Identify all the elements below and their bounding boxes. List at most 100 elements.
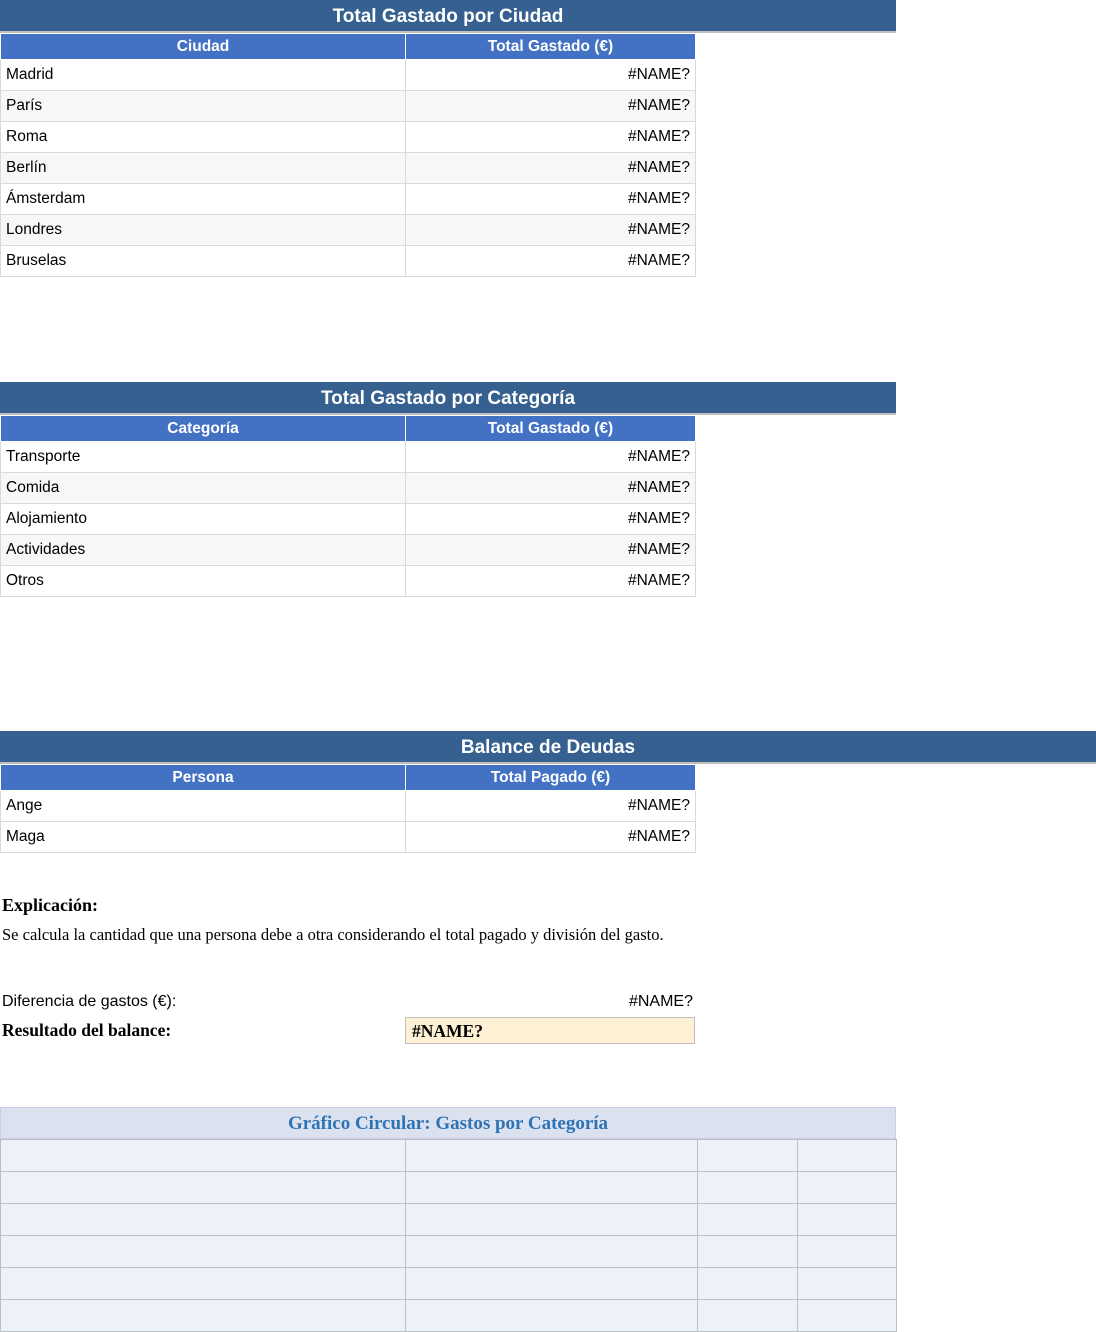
cell-total: #NAME? xyxy=(405,121,696,153)
chart-grid-cell xyxy=(697,1235,798,1268)
cell-category: Transporte xyxy=(0,441,406,473)
cell-total: #NAME? xyxy=(405,214,696,246)
chart-placeholder-grid xyxy=(0,1139,897,1332)
table-total-por-categoria: Total Gastado por Categoría Categoría To… xyxy=(0,382,896,597)
table-row: París #NAME? xyxy=(0,90,696,122)
cell-city: Londres xyxy=(0,214,406,246)
column-header-total-pagado: Total Pagado (€) xyxy=(405,764,696,791)
table-row: Berlín #NAME? xyxy=(0,152,696,184)
table-total-por-ciudad: Total Gastado por Ciudad Ciudad Total Ga… xyxy=(0,0,896,277)
chart-grid-cell xyxy=(697,1267,798,1300)
cell-city: París xyxy=(0,90,406,122)
cell-total: #NAME? xyxy=(405,59,696,91)
cell-city: Berlín xyxy=(0,152,406,184)
cell-total: #NAME? xyxy=(405,152,696,184)
cell-city: Bruselas xyxy=(0,245,406,277)
chart-grid-cell xyxy=(797,1171,897,1204)
cell-total: #NAME? xyxy=(405,565,696,597)
column-header-total: Total Gastado (€) xyxy=(405,33,696,60)
cell-category: Comida xyxy=(0,472,406,504)
chart-grid-cell xyxy=(405,1139,698,1172)
column-header-categoria: Categoría xyxy=(0,415,406,442)
table-row: Transporte #NAME? xyxy=(0,441,696,473)
debt-balance-table: Persona Total Pagado (€) Ange #NAME? Mag… xyxy=(0,764,696,853)
table-row: Maga #NAME? xyxy=(0,821,696,853)
cell-total: #NAME? xyxy=(405,472,696,504)
chart-grid-cell xyxy=(697,1139,798,1172)
table-title-banner: Total Gastado por Ciudad xyxy=(0,0,896,33)
field-value: #NAME? xyxy=(628,993,693,1010)
explanation-section: Explicación: Se calcula la cantidad que … xyxy=(0,895,1096,945)
cell-category: Alojamiento xyxy=(0,503,406,535)
table-row: Comida #NAME? xyxy=(0,472,696,504)
chart-grid-cell xyxy=(405,1267,698,1300)
spend-by-city-table: Ciudad Total Gastado (€) Madrid #NAME? P… xyxy=(0,33,696,277)
chart-grid-cell xyxy=(697,1299,798,1332)
table-row: Ámsterdam #NAME? xyxy=(0,183,696,215)
table-row: Madrid #NAME? xyxy=(0,59,696,91)
chart-grid-cell xyxy=(0,1139,406,1172)
column-header-persona: Persona xyxy=(0,764,406,791)
cell-total-paid: #NAME? xyxy=(405,821,696,853)
field-label: Diferencia de gastos (€): xyxy=(2,993,177,1010)
cell-total: #NAME? xyxy=(405,90,696,122)
table-balance-de-deudas: Balance de Deudas Persona Total Pagado (… xyxy=(0,731,1096,853)
chart-grid-cell xyxy=(797,1235,897,1268)
chart-grid-cell xyxy=(0,1171,406,1204)
cell-total-paid: #NAME? xyxy=(405,790,696,822)
table-row: Bruselas #NAME? xyxy=(0,245,696,277)
chart-grid-cell xyxy=(0,1267,406,1300)
table-header-row: Categoría Total Gastado (€) xyxy=(0,415,696,442)
chart-grid-row xyxy=(0,1139,897,1172)
cell-city: Roma xyxy=(0,121,406,153)
cell-category: Actividades xyxy=(0,534,406,566)
chart-grid-cell xyxy=(405,1235,698,1268)
chart-grid-cell xyxy=(0,1299,406,1332)
table-title-banner: Total Gastado por Categoría xyxy=(0,382,896,415)
chart-grid-cell xyxy=(797,1203,897,1236)
table-row: Londres #NAME? xyxy=(0,214,696,246)
cell-total: #NAME? xyxy=(405,245,696,277)
table-header-row: Persona Total Pagado (€) xyxy=(0,764,696,791)
cell-total: #NAME? xyxy=(405,534,696,566)
cell-total: #NAME? xyxy=(405,183,696,215)
cell-category: Otros xyxy=(0,565,406,597)
spend-by-category-table: Categoría Total Gastado (€) Transporte #… xyxy=(0,415,696,597)
field-diferencia-de-gastos: Diferencia de gastos (€): #NAME? xyxy=(0,988,1096,1015)
table-row: Alojamiento #NAME? xyxy=(0,503,696,535)
chart-grid-cell xyxy=(405,1203,698,1236)
column-header-ciudad: Ciudad xyxy=(0,33,406,60)
cell-person: Ange xyxy=(0,790,406,822)
table-header-row: Ciudad Total Gastado (€) xyxy=(0,33,696,60)
table-row: Actividades #NAME? xyxy=(0,534,696,566)
cell-total: #NAME? xyxy=(405,441,696,473)
chart-grid-row xyxy=(0,1235,897,1268)
chart-grid-cell xyxy=(0,1203,406,1236)
field-label: Resultado del balance: xyxy=(2,1020,172,1040)
cell-person: Maga xyxy=(0,821,406,853)
table-row: Ange #NAME? xyxy=(0,790,696,822)
cell-city: Ámsterdam xyxy=(0,183,406,215)
chart-title: Gráfico Circular: Gastos por Categoría xyxy=(0,1107,896,1139)
chart-grid-row xyxy=(0,1171,897,1204)
chart-grid-cell xyxy=(797,1267,897,1300)
chart-grid-row xyxy=(0,1203,897,1236)
chart-grid-cell xyxy=(697,1203,798,1236)
chart-grid-cell xyxy=(797,1139,897,1172)
chart-grid-cell xyxy=(0,1235,406,1268)
chart-grid-cell xyxy=(405,1299,698,1332)
chart-grid-cell xyxy=(405,1171,698,1204)
balance-result-cell[interactable]: #NAME? xyxy=(405,1017,695,1044)
table-row: Otros #NAME? xyxy=(0,565,696,597)
table-title-banner: Balance de Deudas xyxy=(0,731,1096,764)
chart-grid-row xyxy=(0,1267,897,1300)
explanation-body: Se calcula la cantidad que una persona d… xyxy=(2,925,664,944)
chart-grid-cell xyxy=(797,1299,897,1332)
field-resultado-del-balance: Resultado del balance: #NAME? xyxy=(0,1017,1096,1044)
chart-grid-cell xyxy=(697,1171,798,1204)
cell-total: #NAME? xyxy=(405,503,696,535)
column-header-total: Total Gastado (€) xyxy=(405,415,696,442)
chart-grid-row xyxy=(0,1299,897,1332)
table-row: Roma #NAME? xyxy=(0,121,696,153)
cell-city: Madrid xyxy=(0,59,406,91)
